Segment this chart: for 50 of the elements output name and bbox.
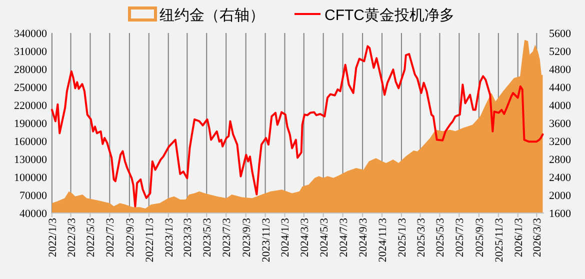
- x-tick-label: 2024/1/3: [280, 218, 292, 258]
- x-tick-label: 2025/3/3: [415, 218, 428, 258]
- x-tick-label: 2025/1/3: [396, 218, 408, 258]
- x-tick-label: 2024/9/3: [358, 218, 370, 258]
- x-tick-label: 2023/11/3: [260, 218, 272, 262]
- y2-tick-label: 5200: [549, 46, 572, 58]
- x-tick-label: 2022/3/3: [66, 218, 78, 258]
- y2-tick-label: 3200: [549, 136, 572, 148]
- legend-label: CFTC黄金投机净多: [324, 7, 454, 24]
- y-tick-label: 40000: [20, 208, 48, 220]
- x-tick-label: 2022/7/3: [104, 218, 117, 258]
- x-tick-label: 2025/11/3: [493, 218, 506, 262]
- x-tick-label: 2025/5/3: [434, 218, 447, 258]
- y-tick-label: 250000: [14, 82, 48, 94]
- x-tick-label: 2023/1/3: [163, 218, 176, 258]
- x-tick-label: 2023/5/3: [202, 218, 214, 258]
- y-tick-label: 280000: [14, 64, 48, 76]
- y2-tick-label: 2800: [549, 154, 572, 166]
- y-tick-label: 310000: [14, 46, 48, 58]
- x-tick-label: 2025/9/3: [474, 218, 486, 258]
- x-tick-label: 2026/3/3: [532, 218, 544, 258]
- x-tick-label: 2024/7/3: [338, 218, 350, 258]
- y2-tick-label: 4400: [549, 82, 572, 94]
- y-tick-label: 130000: [14, 154, 48, 166]
- x-tick-label: 2026/1/3: [512, 218, 525, 258]
- x-tick-label: 2023/3/3: [182, 218, 194, 258]
- x-tick-label: 2022/1/3: [46, 218, 59, 258]
- x-tick-label: 2024/3/3: [298, 218, 311, 258]
- x-tick-label: 2024/5/3: [318, 218, 330, 258]
- y2-tick-label: 5600: [549, 28, 572, 40]
- y-tick-label: 100000: [14, 172, 48, 184]
- x-tick-label: 2022/9/3: [124, 218, 136, 258]
- y2-tick-label: 4000: [549, 100, 572, 112]
- x-tick-label: 2023/7/3: [221, 218, 234, 258]
- y-tick-label: 190000: [14, 118, 48, 130]
- y2-tick-label: 1600: [549, 208, 572, 220]
- x-tick-label: 2023/9/3: [240, 218, 253, 258]
- legend-label: 纽约金（右轴）: [160, 7, 264, 24]
- x-tick-label: 2025/7/3: [454, 218, 466, 258]
- y-tick-label: 220000: [14, 100, 48, 112]
- y2-tick-label: 3600: [549, 118, 572, 130]
- y2-tick-label: 4800: [549, 64, 572, 76]
- y2-tick-label: 2400: [549, 172, 572, 184]
- x-tick-label: 2022/11/3: [144, 218, 156, 262]
- x-tick-label: 2022/5/3: [85, 218, 98, 258]
- y-tick-label: 160000: [14, 136, 48, 148]
- y-tick-label: 70000: [20, 190, 48, 202]
- x-tick-label: 2024/11/3: [377, 218, 390, 262]
- y2-tick-label: 2000: [549, 190, 572, 202]
- y-tick-label: 340000: [14, 28, 48, 40]
